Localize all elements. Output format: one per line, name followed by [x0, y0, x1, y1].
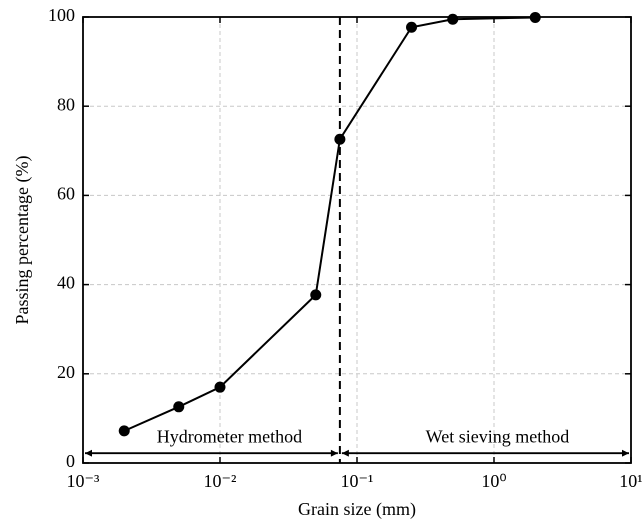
data-point [529, 11, 541, 23]
y-tick-label: 60 [57, 184, 75, 204]
annotation: Wet sieving method [426, 426, 570, 446]
y-tick-label: 0 [66, 451, 75, 471]
x-tick-label: 10¹ [619, 471, 642, 491]
y-tick-label: 20 [57, 362, 75, 382]
data-point [214, 381, 226, 393]
annotation: Hydrometer method [157, 426, 302, 446]
data-line [123, 16, 536, 432]
x-tick-label: 10⁻³ [67, 471, 101, 491]
x-axis-label: Grain size (mm) [298, 499, 416, 520]
x-tick-label: 10⁻¹ [341, 471, 374, 491]
y-tick-label: 100 [48, 5, 75, 25]
data-point [334, 133, 346, 145]
data-point [447, 13, 459, 25]
x-tick-label: 10⁰ [481, 471, 506, 491]
plot-frame [82, 16, 632, 464]
data-point [406, 21, 418, 33]
y-tick-label: 40 [57, 273, 75, 293]
y-axis-label: Passing percentage (%) [12, 156, 33, 325]
data-point [173, 401, 185, 413]
data-point [118, 425, 130, 437]
y-tick-label: 80 [57, 94, 75, 114]
data-point [310, 289, 322, 301]
x-tick-label: 10⁻² [204, 471, 237, 491]
